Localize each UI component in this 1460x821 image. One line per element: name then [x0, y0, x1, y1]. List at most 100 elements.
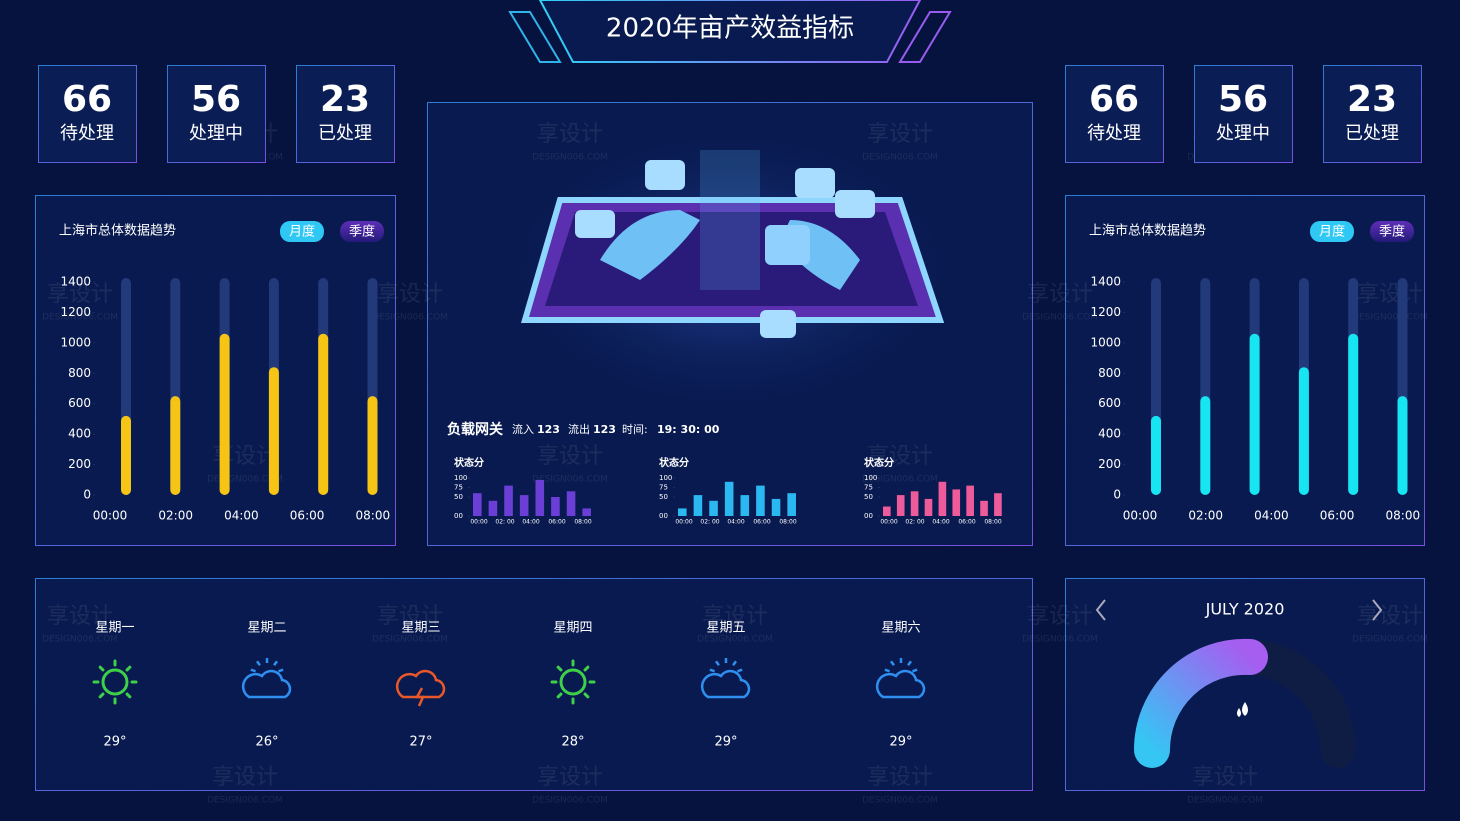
weather-icon [395, 669, 446, 707]
watermark: DESIGN006.COM [1022, 635, 1098, 645]
x-tick-label: 02: 00 [905, 519, 924, 526]
weather-day: 星期二 [247, 621, 286, 636]
tab-label[interactable]: 月度 [289, 224, 315, 240]
stat-value: 66 [1089, 79, 1139, 120]
y-tick-label: 00 [454, 512, 463, 520]
watermark: 享设计 [377, 282, 443, 307]
watermark: 享设计 [867, 444, 933, 469]
bar [1249, 333, 1260, 495]
y-tick-label: 400 [1098, 427, 1121, 441]
tab[interactable] [1310, 221, 1354, 242]
illustration [490, 120, 970, 420]
panel [1065, 578, 1425, 791]
y-tick-label: 200 [1098, 457, 1121, 471]
bar [1298, 367, 1309, 495]
tab-label[interactable]: 季度 [349, 224, 375, 240]
ray [125, 692, 132, 699]
x-tick-label: 08:00 [574, 519, 591, 526]
y-tick-label: 600 [68, 396, 91, 410]
stat-label: 已处理 [318, 123, 372, 144]
weather-temp: 29° [103, 735, 126, 750]
mini-title: 状态分 [864, 456, 894, 469]
bar [1397, 396, 1408, 495]
ray [709, 668, 715, 673]
stat-label: 待处理 [60, 123, 114, 144]
header-deco [508, 11, 562, 63]
watermark: DESIGN006.COM [372, 313, 448, 323]
stat-box [296, 65, 395, 163]
x-tick-label: 06:00 [1320, 509, 1355, 523]
watermark: DESIGN006.COM [42, 635, 118, 645]
header-deco [898, 11, 952, 63]
x-tick-label: 04:00 [932, 519, 949, 526]
x-tick-label: 06:00 [548, 519, 565, 526]
next-arrow[interactable] [1372, 599, 1383, 621]
stat-box [1194, 65, 1293, 163]
mini-title: 状态分 [659, 456, 689, 469]
ray [556, 692, 563, 699]
y-tick-label: 0 [1113, 488, 1121, 502]
bar [980, 500, 988, 516]
bar [924, 498, 933, 516]
cube [765, 225, 810, 265]
watermark: 享设计 [1027, 604, 1093, 629]
header: 2020年亩产效益指标 [508, 0, 952, 63]
tab[interactable] [280, 221, 324, 242]
bar [771, 498, 781, 516]
ray [889, 660, 895, 667]
cube [645, 160, 685, 190]
ray [125, 665, 132, 672]
bar [551, 497, 560, 516]
y-tick-label: 75 [659, 484, 668, 492]
watermark: 享设计 [377, 604, 443, 629]
y-tick-label: 1400 [60, 275, 91, 289]
stat-box [1065, 65, 1164, 163]
tab-label[interactable]: 月度 [1319, 224, 1345, 240]
sun [101, 668, 129, 696]
watermark: 享设计 [1192, 765, 1258, 790]
x-tick-label: 00:00 [470, 519, 487, 526]
y-tick-label: 1000 [60, 335, 91, 349]
cloud [700, 669, 751, 699]
watermark: DESIGN006.COM [1187, 796, 1263, 806]
watermark: DESIGN006.COM [862, 796, 938, 806]
cube [835, 190, 875, 218]
weather-day: 星期六 [881, 621, 920, 636]
tab-label[interactable]: 季度 [1379, 224, 1405, 240]
ray [732, 660, 738, 667]
gateway-text: 123 [537, 423, 560, 436]
y-tick-label: 600 [1098, 396, 1121, 410]
watermark: 享设计 [1357, 604, 1423, 629]
y-tick-label: 200 [68, 457, 91, 471]
ray [583, 665, 590, 672]
watermark: 享设计 [1027, 282, 1093, 307]
watermark: 享设计 [537, 765, 603, 790]
y-tick-label: 100 [659, 474, 672, 482]
watermark: 享设计 [47, 282, 113, 307]
watermark: DESIGN006.COM [532, 153, 608, 163]
bar [724, 481, 734, 516]
bar [504, 485, 513, 516]
watermark: DESIGN006.COM [42, 313, 118, 323]
weather-day: 星期五 [706, 621, 745, 636]
watermark: DESIGN006.COM [862, 153, 938, 163]
tab[interactable] [1370, 221, 1414, 242]
bar [519, 495, 529, 516]
watermark: 享设计 [867, 122, 933, 147]
ray [912, 668, 918, 673]
x-tick-label: 08:00 [984, 519, 1001, 526]
watermark: DESIGN006.COM [862, 475, 938, 485]
weather-temp: 27° [409, 735, 432, 750]
prev-arrow[interactable] [1095, 599, 1106, 621]
x-tick-label: 08:00 [356, 509, 391, 523]
tab[interactable] [340, 221, 384, 242]
stat-box [167, 65, 266, 163]
bar [787, 493, 796, 516]
gateway-text: 负载网关 [447, 421, 503, 438]
gateway-text: 时间: [622, 423, 648, 436]
bar [219, 333, 230, 495]
watermark: DESIGN006.COM [532, 796, 608, 806]
panel [35, 195, 396, 546]
x-tick-label: 04:00 [1254, 509, 1289, 523]
